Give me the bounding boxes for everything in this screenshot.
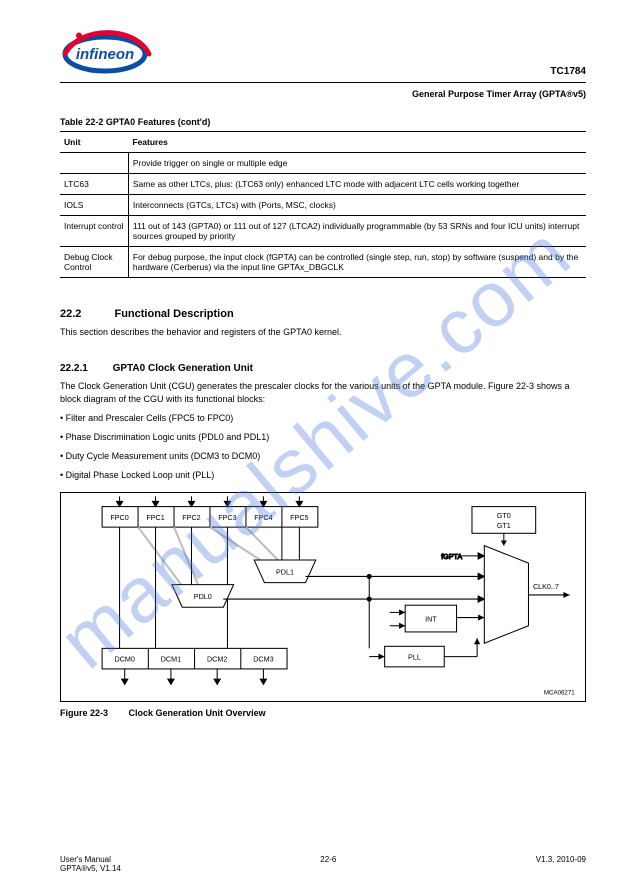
gt-label-2: GT1 [497,521,511,530]
header-right: TC1784 [550,65,586,78]
table-row: IOLS Interconnects (GTCs, LTCs) with (Po… [60,195,586,216]
svg-text:infineon: infineon [76,46,134,63]
col-unit: Unit [60,132,128,153]
pll-label: PLL [408,653,421,662]
cell-feat: Same as other LTCs, plus: (LTC63 only) e… [128,174,586,195]
cgu-bullet: • Filter and Prescaler Cells (FPC5 to FP… [60,412,586,425]
int-label: INT [425,615,437,624]
cell-unit [60,153,128,174]
page-container: infineon TC1784 General Purpose Timer Ar… [0,0,630,738]
pdl1-label: PDL1 [276,568,294,577]
svg-text:FPC1: FPC1 [146,513,164,522]
doc-title: TC1784 [550,65,586,78]
svg-text:DCM0: DCM0 [115,655,135,664]
svg-text:FPC5: FPC5 [290,513,308,522]
cell-unit: LTC63 [60,174,128,195]
cell-feat: Provide trigger on single or multiple ed… [128,153,586,174]
cell-feat: For debug purpose, the input clock (fGPT… [128,247,586,278]
figure-number: Figure 22-3 [60,708,108,718]
svg-text:DCM2: DCM2 [207,655,227,664]
infineon-logo: infineon [60,28,170,78]
table-row: Provide trigger on single or multiple ed… [60,153,586,174]
svg-text:FPC0: FPC0 [110,513,128,522]
page-footer: User's Manual GPTA®v5, V1.14 22-6 V1.3, … [60,855,586,873]
table-row: LTC63 Same as other LTCs, plus: (LTC63 o… [60,174,586,195]
table-title: Table 22-2 GPTA0 Features (cont'd) [60,117,586,127]
svg-text:DCM3: DCM3 [253,655,273,664]
svg-text:fGPTA: fGPTA [441,552,462,561]
table-row: Debug Clock Control For debug purpose, t… [60,247,586,278]
fpc-in-arrows [116,497,302,507]
figure-title: Clock Generation Unit Overview [129,708,266,718]
section-heading: 22.2 Functional Description [60,308,586,320]
chapter-subtitle: General Purpose Timer Array (GPTA®v5) [60,89,586,99]
section-number: 22.2 [60,308,81,320]
fpc-pdl-links-light [138,527,282,589]
col-feat: Features [128,132,586,153]
svg-text:FPC2: FPC2 [182,513,200,522]
footer-mid: 22-6 [320,855,336,873]
header-row: infineon TC1784 [60,28,586,83]
subsection-title: GPTA0 Clock Generation Unit [113,363,253,374]
clock-mux [484,546,528,644]
subsection-heading: 22.2.1 GPTA0 Clock Generation Unit [60,363,586,374]
fgpta-in: fGPTA [441,552,484,561]
section-title: Functional Description [114,308,233,320]
cgu-bullet: • Duty Cycle Measurement units (DCM3 to … [60,450,586,463]
footer-right: V1.3, 2010-09 [536,855,586,873]
cell-feat: 111 out of 143 (GPTA0) or 111 out of 127… [128,216,586,247]
table-header-row: Unit Features [60,132,586,153]
pdl0-label: PDL0 [194,592,212,601]
cell-unit: IOLS [60,195,128,216]
features-table: Unit Features Provide trigger on single … [60,131,586,278]
cell-unit: Interrupt control [60,216,128,247]
cgu-diagram: FPC0 FPC1 FPC2 FPC3 FPC4 FPC5 [61,493,585,701]
cell-unit: Debug Clock Control [60,247,128,278]
cgu-bullet: • Phase Discrimination Logic units (PDL0… [60,431,586,444]
svg-text:DCM1: DCM1 [161,655,181,664]
cgu-para: The Clock Generation Unit (CGU) generate… [60,380,586,406]
gt-label-1: GT0 [497,511,511,520]
figure-filecode: MCA06271 [544,690,575,697]
subsection-number: 22.2.1 [60,363,88,374]
svg-text:FPC3: FPC3 [218,513,236,522]
cgu-bullet: • Digital Phase Locked Loop unit (PLL) [60,469,586,482]
mux-out-label: CLK0..7 [533,582,559,591]
figure-box: FPC0 FPC1 FPC2 FPC3 FPC4 FPC5 [60,492,586,702]
table-row: Interrupt control 111 out of 143 (GPTA0)… [60,216,586,247]
footer-left: User's Manual GPTA®v5, V1.14 [60,855,121,873]
svg-text:FPC4: FPC4 [254,513,272,522]
intro-para: This section describes the behavior and … [60,326,586,339]
figure-caption: Figure 22-3 Clock Generation Unit Overvi… [60,708,586,718]
fpc-row: FPC0 FPC1 FPC2 FPC3 FPC4 FPC5 [102,507,318,528]
dcm-out-arrows [122,669,267,684]
cell-feat: Interconnects (GTCs, LTCs) with (Ports, … [128,195,586,216]
